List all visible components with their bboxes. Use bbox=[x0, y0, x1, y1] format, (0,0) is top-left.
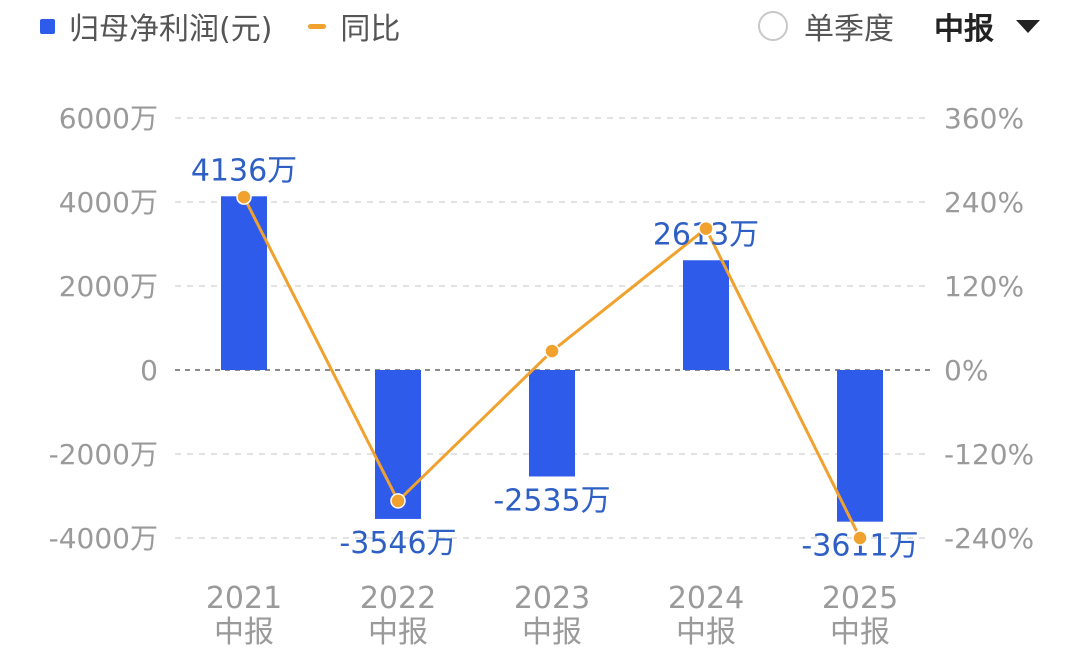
chart-controls: 单季度 中报 bbox=[758, 4, 1040, 48]
legend-item-yoy[interactable]: 同比 bbox=[308, 4, 400, 48]
x-tick-year: 2023 bbox=[514, 581, 590, 616]
x-tick-year: 2021 bbox=[206, 581, 282, 616]
y-right-tick-label: 360% bbox=[944, 102, 1024, 135]
x-tick-period: 中报 bbox=[830, 615, 890, 650]
y-right-tick-label: 240% bbox=[944, 186, 1024, 219]
y-right-tick-label: 0% bbox=[944, 354, 988, 387]
y-left-tick-label: 0 bbox=[140, 354, 158, 387]
y-left-tick-label: 2000万 bbox=[59, 270, 158, 303]
y-left-tick-label: 6000万 bbox=[59, 102, 158, 135]
period-dropdown[interactable]: 中报 bbox=[934, 4, 1040, 48]
bar-data-label: -2535万 bbox=[493, 483, 610, 518]
legend: 归母净利润(元) 同比 bbox=[40, 4, 436, 48]
yoy-point bbox=[544, 343, 560, 359]
x-tick-year: 2022 bbox=[360, 581, 436, 616]
line-swatch-icon bbox=[308, 23, 327, 29]
single-quarter-label: 单季度 bbox=[804, 12, 894, 47]
y-right-tick-label: -120% bbox=[944, 438, 1034, 471]
y-left-tick-label: -2000万 bbox=[49, 438, 158, 471]
yoy-point bbox=[236, 189, 252, 205]
bar bbox=[221, 196, 267, 370]
x-tick-period: 中报 bbox=[214, 615, 274, 650]
x-tick-year: 2025 bbox=[822, 581, 898, 616]
bar-data-label: -3546万 bbox=[339, 526, 456, 561]
single-quarter-toggle[interactable]: 单季度 bbox=[758, 4, 894, 48]
legend-yoy-label: 同比 bbox=[340, 12, 401, 47]
bar bbox=[683, 260, 729, 370]
y-left-tick-label: -4000万 bbox=[49, 522, 158, 555]
legend-item-net-profit[interactable]: 归母净利润(元) bbox=[40, 4, 272, 48]
x-tick-period: 中报 bbox=[676, 615, 736, 650]
legend-net-profit-label: 归母净利润(元) bbox=[69, 12, 273, 47]
x-tick-period: 中报 bbox=[368, 615, 428, 650]
bar bbox=[529, 370, 575, 477]
chevron-down-icon[interactable] bbox=[1016, 19, 1040, 33]
radio-circle-icon[interactable] bbox=[758, 11, 788, 41]
y-right-tick-label: -240% bbox=[944, 522, 1034, 555]
y-right-tick-label: 120% bbox=[944, 270, 1024, 303]
yoy-point bbox=[390, 493, 406, 509]
x-tick-period: 中报 bbox=[522, 615, 582, 650]
yoy-point bbox=[698, 220, 714, 237]
y-left-tick-label: 4000万 bbox=[59, 186, 158, 219]
bar-data-label: 4136万 bbox=[191, 153, 297, 188]
bar bbox=[837, 370, 883, 522]
period-dropdown-value: 中报 bbox=[934, 12, 994, 47]
bar-swatch-icon bbox=[40, 18, 55, 34]
x-tick-year: 2024 bbox=[668, 581, 744, 616]
yoy-point bbox=[852, 530, 868, 546]
